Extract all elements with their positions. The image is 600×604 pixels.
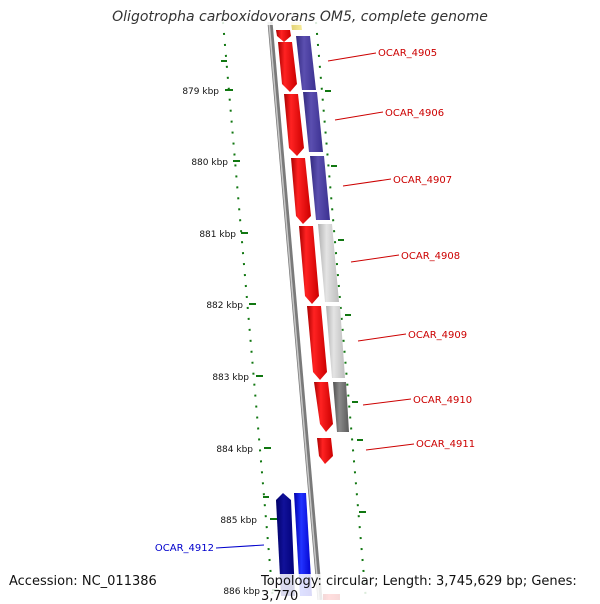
- ruler-label-886: 886 kbp: [223, 587, 260, 597]
- ruler-label-885: 885 kbp: [220, 516, 257, 526]
- genome-backbone: [267, 21, 323, 600]
- ruler-label-883: 883 kbp: [212, 373, 249, 383]
- accession-info: Accession: NC_011386: [9, 574, 157, 589]
- ruler-label-880: 880 kbp: [191, 158, 228, 168]
- gene-arrow-OCAR_4908[interactable]: [299, 226, 319, 304]
- ruler-label-882: 882 kbp: [206, 301, 243, 311]
- gene-label-OCAR_4906[interactable]: OCAR_4906: [385, 108, 444, 119]
- gene-label-OCAR_4908[interactable]: OCAR_4908: [401, 251, 460, 262]
- forward-gene-track: [278, 42, 340, 600]
- topology-label: Topology:: [261, 574, 322, 589]
- gene-label-OCAR_4910[interactable]: OCAR_4910: [413, 395, 472, 406]
- gene-arrow-OCAR_4910[interactable]: [314, 382, 333, 432]
- gene-labels: OCAR_4905 OCAR_4906 OCAR_4907 OCAR_4908 …: [155, 48, 475, 554]
- ruler-ticks: [225, 89, 279, 591]
- gc-track-outer: [315, 21, 367, 600]
- ruler-label-881: 881 kbp: [199, 230, 236, 240]
- partial-gene-top-red: [276, 30, 291, 42]
- gene-label-OCAR_4907[interactable]: OCAR_4907: [393, 175, 452, 186]
- gene-arrow-OCAR_4905[interactable]: [278, 42, 297, 92]
- gene-label-OCAR_4905[interactable]: OCAR_4905: [378, 48, 437, 59]
- gene-label-OCAR_4911[interactable]: OCAR_4911: [416, 439, 475, 450]
- reverse-gene-track: [276, 493, 295, 596]
- gene-arrow-OCAR_4912[interactable]: [276, 493, 295, 596]
- gene-arrow-OCAR_4911[interactable]: [317, 438, 333, 464]
- gene-leader-lines: [215, 52, 415, 549]
- gene-arrow-OCAR_4907[interactable]: [291, 158, 311, 224]
- genome-summary: Topology: circular; Length: 3,745,629 bp…: [261, 574, 600, 604]
- accession-label: Accession:: [9, 574, 78, 589]
- genes-value: 3,770: [261, 589, 299, 604]
- cog-color-track: [294, 36, 349, 596]
- topology-value: circular;: [325, 574, 379, 589]
- length-value: 3,745,629 bp;: [436, 574, 528, 589]
- gene-label-OCAR_4912[interactable]: OCAR_4912: [155, 543, 214, 554]
- gc-tick-marks: [221, 60, 366, 513]
- length-label: Length:: [382, 574, 432, 589]
- gene-arrow-OCAR_4909[interactable]: [307, 306, 327, 380]
- ruler-label-884: 884 kbp: [216, 445, 253, 455]
- map-title: Oligotropha carboxidovorans OM5, complet…: [0, 9, 600, 25]
- ruler-label-879: 879 kbp: [182, 87, 219, 97]
- gene-arrow-OCAR_4906[interactable]: [284, 94, 304, 156]
- genes-label: Genes:: [531, 574, 577, 589]
- gene-label-OCAR_4909[interactable]: OCAR_4909: [408, 330, 467, 341]
- accession-value: NC_011386: [81, 574, 157, 589]
- gc-track-inner: [222, 21, 274, 600]
- ruler-labels: 879 kbp 880 kbp 881 kbp 882 kbp 883 kbp …: [182, 87, 260, 597]
